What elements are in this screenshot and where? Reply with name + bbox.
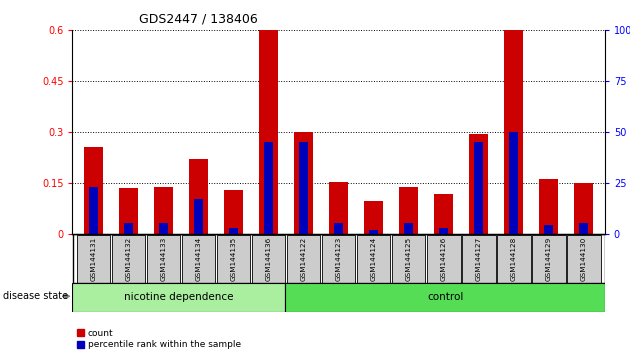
Bar: [285, 283, 605, 312]
Legend: count, percentile rank within the sample: count, percentile rank within the sample: [77, 329, 241, 349]
FancyBboxPatch shape: [462, 235, 496, 283]
FancyBboxPatch shape: [112, 235, 146, 283]
Bar: [474, 142, 483, 234]
Bar: [154, 187, 173, 234]
Text: disease state: disease state: [3, 291, 68, 301]
FancyBboxPatch shape: [147, 235, 180, 283]
FancyBboxPatch shape: [532, 235, 566, 283]
Bar: [580, 223, 588, 234]
Text: GSM144131: GSM144131: [91, 236, 96, 280]
Text: GSM144128: GSM144128: [511, 236, 517, 280]
Text: nicotine dependence: nicotine dependence: [124, 292, 234, 302]
Bar: [84, 147, 103, 234]
FancyBboxPatch shape: [217, 235, 250, 283]
Bar: [539, 179, 558, 234]
Bar: [469, 133, 488, 234]
Bar: [399, 187, 418, 234]
Bar: [364, 201, 383, 234]
Bar: [574, 183, 593, 234]
Bar: [510, 132, 518, 234]
Bar: [124, 223, 133, 234]
Text: GSM144127: GSM144127: [476, 236, 482, 280]
Text: GDS2447 / 138406: GDS2447 / 138406: [139, 12, 257, 25]
FancyBboxPatch shape: [427, 235, 461, 283]
Bar: [264, 142, 273, 234]
Bar: [159, 223, 168, 234]
Bar: [89, 187, 98, 234]
Bar: [504, 30, 524, 234]
Bar: [335, 223, 343, 234]
Text: GSM144135: GSM144135: [231, 236, 236, 280]
Bar: [194, 199, 203, 234]
Text: GSM144136: GSM144136: [266, 236, 272, 280]
Bar: [259, 30, 278, 234]
Text: GSM144132: GSM144132: [125, 236, 132, 280]
Text: GSM144123: GSM144123: [336, 236, 341, 280]
Text: GSM144122: GSM144122: [301, 236, 307, 280]
Bar: [189, 159, 208, 234]
Bar: [119, 188, 138, 234]
FancyBboxPatch shape: [287, 235, 321, 283]
Bar: [329, 182, 348, 234]
FancyBboxPatch shape: [567, 235, 600, 283]
Bar: [224, 189, 243, 234]
Text: GSM144129: GSM144129: [546, 236, 552, 280]
Bar: [439, 228, 448, 234]
Text: GSM144125: GSM144125: [406, 236, 411, 280]
Text: control: control: [427, 292, 463, 302]
Bar: [544, 225, 553, 234]
FancyBboxPatch shape: [357, 235, 391, 283]
Bar: [299, 142, 308, 234]
Text: GSM144130: GSM144130: [581, 236, 587, 280]
Text: GSM144133: GSM144133: [161, 236, 166, 280]
Text: GSM144126: GSM144126: [441, 236, 447, 280]
Bar: [294, 132, 313, 234]
FancyBboxPatch shape: [181, 235, 215, 283]
Bar: [72, 283, 285, 312]
FancyBboxPatch shape: [252, 235, 285, 283]
Bar: [229, 228, 238, 234]
Bar: [404, 223, 413, 234]
FancyBboxPatch shape: [497, 235, 530, 283]
Bar: [369, 229, 378, 234]
Text: GSM144124: GSM144124: [370, 236, 377, 280]
Bar: [434, 194, 454, 234]
FancyBboxPatch shape: [77, 235, 110, 283]
FancyBboxPatch shape: [392, 235, 425, 283]
Text: GSM144134: GSM144134: [195, 236, 202, 280]
FancyBboxPatch shape: [322, 235, 355, 283]
